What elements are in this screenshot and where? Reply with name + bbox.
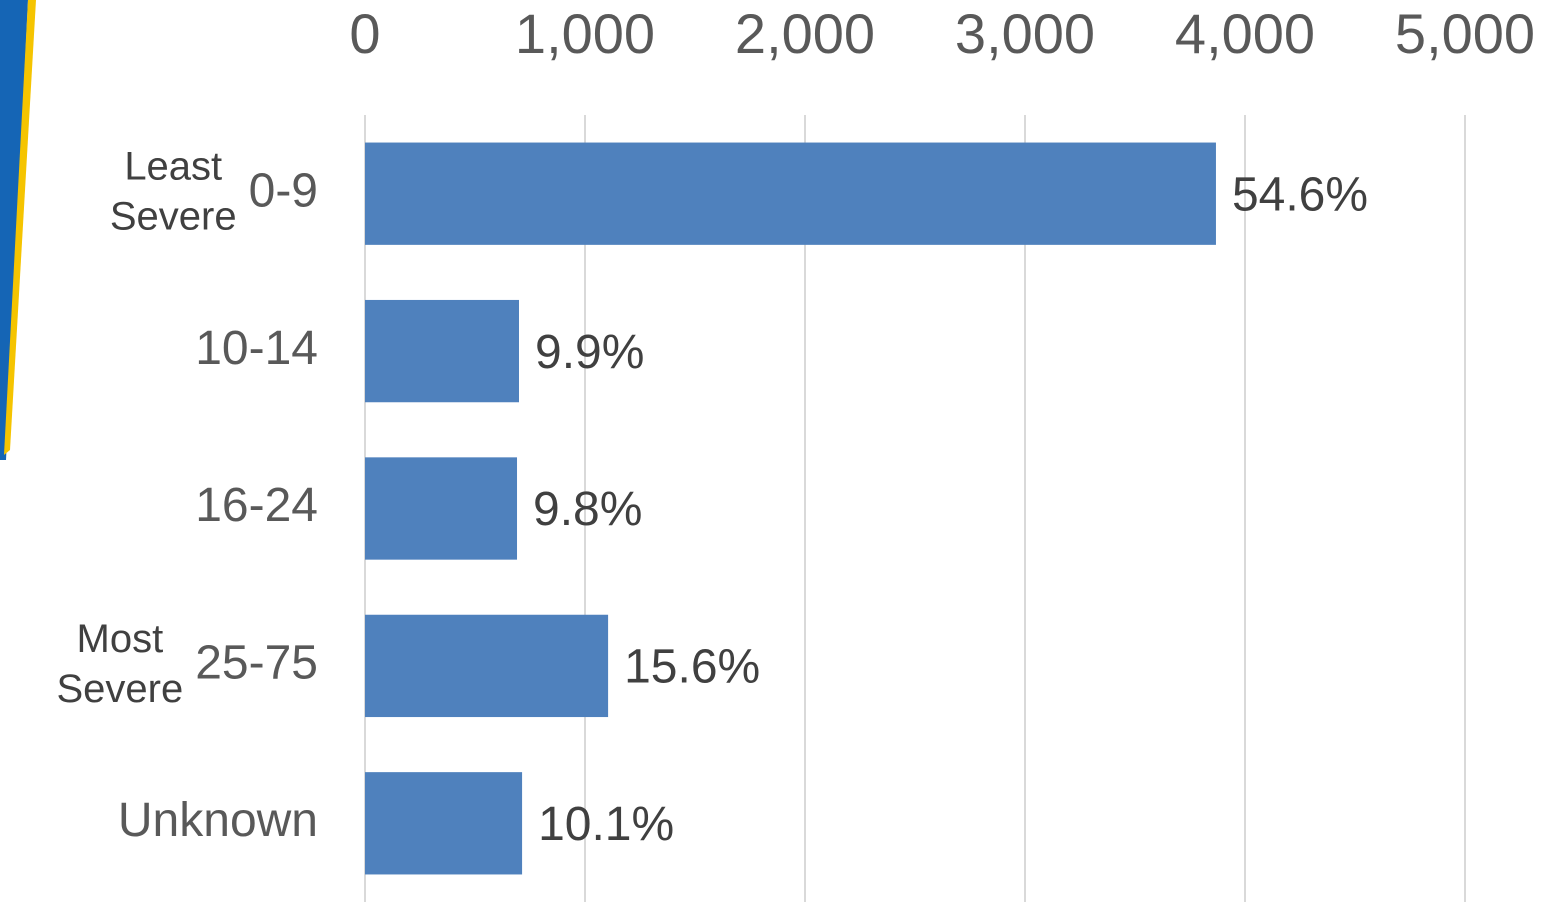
y-tick-label: 0-9 [249, 164, 318, 217]
x-tick-label: 4,000 [1175, 2, 1315, 65]
y-tick-label: 16-24 [195, 479, 318, 532]
bar [365, 614, 609, 718]
y-tick-label: 25-75 [195, 637, 318, 690]
data-label: 9.8% [533, 483, 642, 536]
x-tick-label: 3,000 [955, 2, 1095, 65]
decor-stripe [4, 0, 36, 455]
data-label: 15.6% [624, 641, 760, 694]
bar [365, 457, 518, 560]
x-tick-label: 0 [349, 2, 380, 65]
bar [365, 772, 523, 875]
x-tick-label: 2,000 [735, 2, 875, 65]
data-label: 54.6% [1232, 168, 1368, 221]
bar [365, 299, 519, 403]
y-tick-label: Unknown [118, 794, 318, 847]
x-tick-label: 5,000 [1395, 2, 1535, 65]
data-label: 10.1% [538, 798, 674, 851]
data-label: 9.9% [535, 326, 644, 379]
bar [365, 142, 1216, 245]
y-tick-label: 10-14 [195, 322, 318, 375]
decor-stripe [0, 0, 28, 460]
x-tick-label: 1,000 [515, 2, 655, 65]
annotation: Least Severe [110, 144, 237, 238]
annotation: Most Severe [56, 616, 183, 710]
